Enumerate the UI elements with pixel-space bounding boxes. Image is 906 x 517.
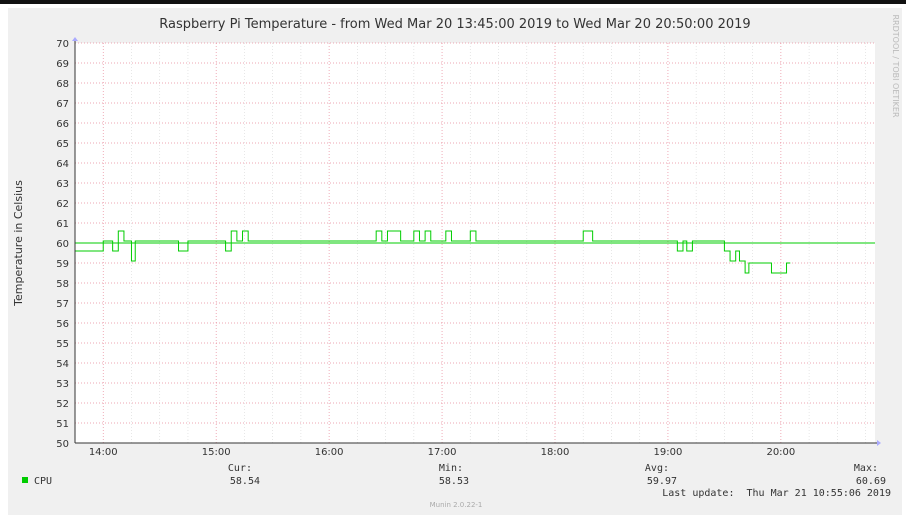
x-tick-label: 20:00 [766, 447, 795, 458]
cur-label: Cur: [228, 463, 252, 474]
series-layer [75, 230, 875, 274]
munin-version: Munin 2.0.22-1 [430, 501, 483, 509]
avg-value: 59.97 [647, 476, 677, 487]
y-tick-label: 62 [56, 199, 69, 210]
last-update: Last update: Thu Mar 21 10:55:06 2019 [662, 488, 891, 499]
y-axis-label: Temperature in Celsius [12, 180, 25, 307]
y-tick-label: 57 [56, 299, 69, 310]
cpu-legend-swatch [22, 477, 28, 483]
y-tick-label: 67 [56, 99, 69, 110]
min-value: 58.53 [439, 476, 469, 487]
max-value: 60.69 [856, 476, 886, 487]
y-tick-label: 52 [56, 399, 69, 410]
x-axis-arrow [877, 440, 881, 446]
y-tick-label: 53 [56, 379, 69, 390]
y-tick-label: 55 [56, 339, 69, 350]
avg-label: Avg: [645, 463, 669, 474]
y-tick-label: 70 [56, 39, 69, 50]
x-tick-label: 18:00 [541, 447, 570, 458]
x-tick-label: 15:00 [202, 447, 231, 458]
y-tick-label: 63 [56, 179, 69, 190]
x-tick-label: 19:00 [654, 447, 683, 458]
y-tick-label: 60 [56, 239, 69, 250]
x-tick-label: 14:00 [89, 447, 118, 458]
y-tick-label: 61 [56, 219, 69, 230]
y-tick-label: 50 [56, 439, 69, 450]
y-tick-label: 54 [56, 359, 69, 370]
cpu-legend-label: CPU [34, 476, 52, 487]
cur-value: 58.54 [230, 476, 260, 487]
y-tick-label: 51 [56, 419, 69, 430]
min-label: Min: [439, 463, 463, 474]
cpu-series-line [75, 230, 791, 274]
y-axis-arrow [72, 37, 78, 41]
max-label: Max: [854, 463, 878, 474]
y-tick-label: 65 [56, 139, 69, 150]
top-border [0, 0, 906, 4]
axis-ticks: 50 51 52 53 54 55 56 57 58 59 60 61 62 63 64 65 66 67 68 69… [56, 39, 795, 458]
x-tick-label: 16:00 [315, 447, 344, 458]
y-tick-label: 66 [56, 119, 69, 130]
y-tick-label: 68 [56, 79, 69, 90]
y-tick-label: 69 [56, 59, 69, 70]
y-tick-label: 64 [56, 159, 69, 170]
x-tick-label: 17:00 [428, 447, 457, 458]
y-tick-label: 58 [56, 279, 69, 290]
rrdtool-watermark: RRDTOOL / TOBI OETIKER [891, 14, 900, 117]
y-tick-label: 59 [56, 259, 69, 270]
axes [72, 37, 881, 446]
y-tick-label: 56 [56, 319, 69, 330]
grid [74, 42, 875, 443]
chart-title: Raspberry Pi Temperature - from Wed Mar … [159, 17, 750, 32]
